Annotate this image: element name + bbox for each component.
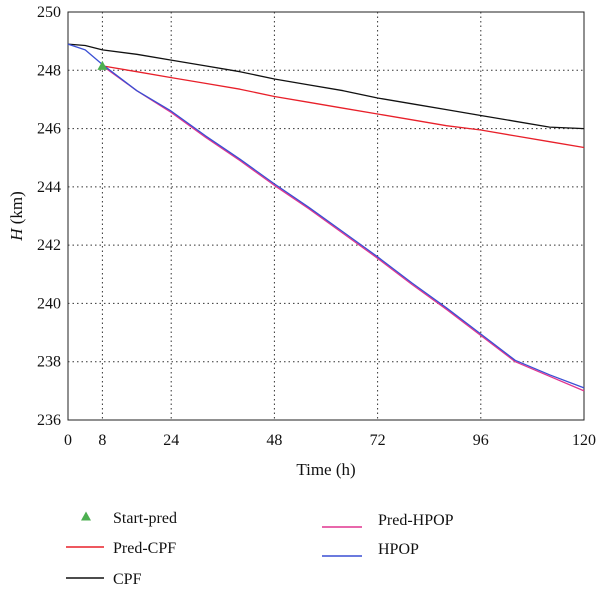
y-tick-label-250: 250 (37, 4, 61, 21)
series-line-pred-hpop (102, 65, 585, 392)
x-tick-label-96: 96 (473, 432, 489, 449)
axis-ticks: 0 8 24 48 72 96 120 236 238 240 242 244 246 248 250 (37, 4, 596, 449)
y-tick-label-244: 244 (37, 179, 61, 196)
x-tick-label-120: 120 (572, 432, 596, 449)
series-lines (67, 43, 585, 392)
series-line-pred-cpf (102, 65, 585, 149)
y-tick-label-240: 240 (37, 295, 61, 312)
legend-hpop-label: HPOP (378, 541, 419, 558)
x-tick-label-8: 8 (98, 432, 106, 449)
plot-frame (67, 11, 585, 421)
legend: Start-pred Pred-CPF CPF Pred-HPOP HPOP (66, 510, 454, 588)
y-tick-label-242: 242 (37, 237, 61, 254)
series-line-cpf (67, 43, 585, 130)
y-axis-label: H (km) (7, 191, 26, 242)
legend-cpf-label: CPF (113, 571, 142, 588)
start-pred-marker (97, 60, 108, 70)
markers (97, 60, 108, 70)
y-tick-label-248: 248 (37, 62, 61, 79)
y-tick-label-246: 246 (37, 121, 61, 138)
legend-pred-hpop-label: Pred-HPOP (378, 512, 454, 529)
legend-start-pred-marker (81, 511, 91, 521)
x-axis-label: Time (h) (296, 460, 355, 479)
x-tick-label-0: 0 (64, 432, 72, 449)
y-tick-label-236: 236 (37, 412, 61, 429)
legend-pred-cpf-label: Pred-CPF (113, 540, 176, 557)
y-tick-label-238: 238 (37, 354, 61, 371)
x-tick-label-72: 72 (370, 432, 386, 449)
legend-start-pred-label: Start-pred (113, 510, 177, 527)
series-line-hpop (67, 43, 585, 389)
grid (68, 12, 584, 420)
x-tick-label-24: 24 (163, 432, 179, 449)
y-axis-label-symbol: H (7, 227, 26, 242)
y-axis-label-unit: (km) (7, 191, 26, 228)
x-tick-label-48: 48 (266, 432, 282, 449)
